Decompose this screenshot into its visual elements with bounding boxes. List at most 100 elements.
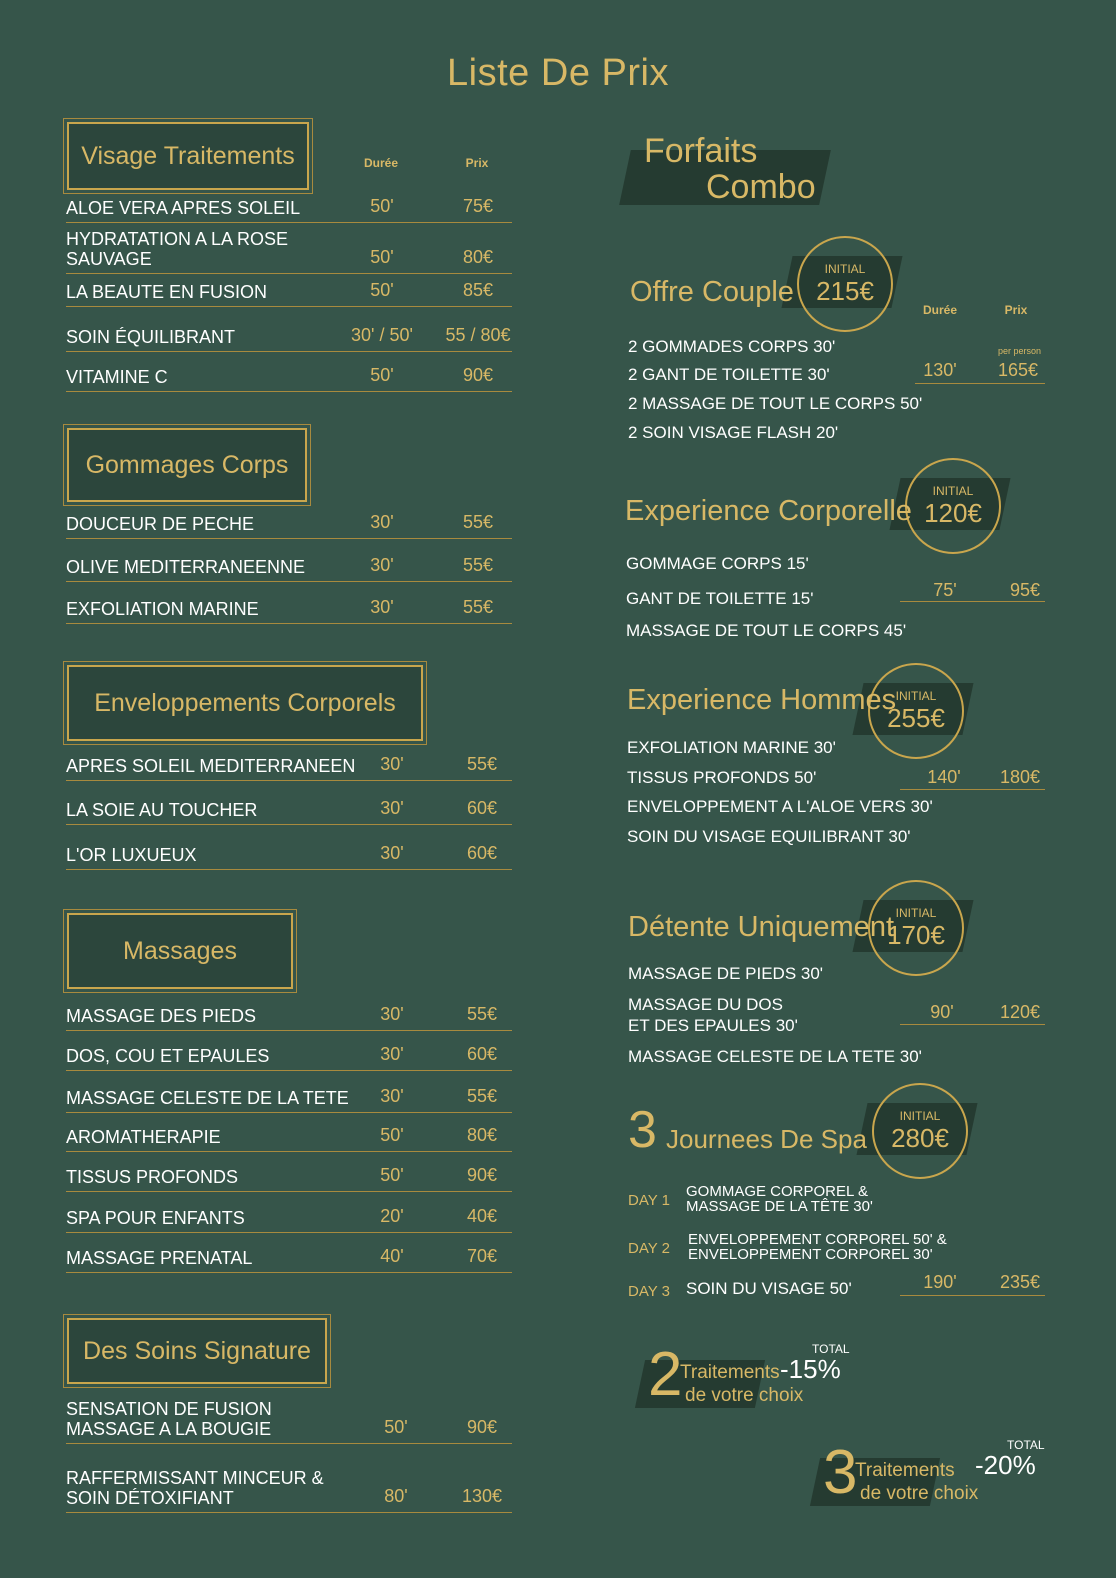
treatment-duration: 30'	[380, 1044, 404, 1064]
treatment-name: ALOE VERA APRES SOLEIL	[66, 198, 301, 218]
discount-total-label: TOTAL	[812, 1342, 850, 1356]
treatment-name: L'OR LUXUEUX	[66, 845, 197, 865]
day-label: DAY 1	[628, 1192, 670, 1209]
treatment-name: DOS, COU ET EPAULES	[66, 1046, 270, 1066]
package-title: Journees De Spa	[666, 1124, 867, 1154]
price-header: Prix	[1004, 303, 1028, 317]
treatment-name: EXFOLIATION MARINE	[66, 599, 259, 619]
package-title: Offre Couple	[630, 276, 794, 308]
discount-value: -15%	[780, 1354, 841, 1384]
discount-line2: de votre choix	[685, 1385, 804, 1406]
treatment-price: 55€	[462, 597, 494, 617]
initial-price-badge: INITIAL 215€	[797, 236, 893, 332]
treatment-price: 55€	[466, 1004, 498, 1024]
day-label: DAY 3	[628, 1283, 670, 1300]
package-item: MASSAGE DE TOUT LE CORPS 45'	[626, 621, 907, 640]
discount-value: -20%	[975, 1450, 1036, 1480]
treatment-name: SOIN ÉQUILIBRANT	[66, 327, 236, 347]
treatment-price: 55€	[466, 754, 498, 774]
package-divider	[900, 1295, 1045, 1296]
treatment-name: MASSAGE DES PIEDS	[66, 1006, 257, 1026]
treatment-name: AROMATHERAPIE	[66, 1127, 221, 1147]
treatment-price: 60€	[466, 798, 498, 818]
treatment-price: 55€	[462, 512, 494, 532]
badge-label: INITIAL	[932, 484, 974, 498]
badge-label: INITIAL	[895, 689, 937, 703]
package-item: GANT DE TOILETTE 15'	[626, 589, 814, 608]
day-treatment: SOIN DU VISAGE 50'	[686, 1279, 852, 1298]
treatment-price: 80€	[466, 1125, 498, 1145]
treatment-price: 90€	[466, 1165, 498, 1185]
package-item: 2 SOIN VISAGE FLASH 20'	[628, 423, 839, 442]
package-item: MASSAGE DU DOS	[628, 995, 783, 1014]
badge-label: INITIAL	[895, 906, 937, 920]
package-divider	[900, 789, 1045, 790]
treatment-duration: 50'	[370, 365, 394, 385]
package-item: SOIN DU VISAGE EQUILIBRANT 30'	[627, 827, 911, 846]
page-title: Liste De Prix	[447, 52, 669, 94]
package-price: 235€	[999, 1272, 1041, 1292]
treatment-name: DOUCEUR DE PECHE	[66, 514, 255, 534]
treatment-price: 85€	[462, 280, 494, 300]
section-header-box: Enveloppements Corporels	[67, 665, 423, 741]
treatment-name: APRES SOLEIL MEDITERRANEEN	[66, 756, 356, 776]
price-note: per person	[998, 346, 1042, 356]
badge-label: INITIAL	[899, 1109, 941, 1123]
package-divider	[900, 1024, 1045, 1025]
package-duration: 75'	[933, 580, 957, 600]
treatment-duration: 50'	[384, 1417, 408, 1437]
treatment-duration: 30'	[380, 754, 404, 774]
section-header-box: Visage Traitements	[67, 122, 309, 190]
treatment-duration: 40'	[380, 1246, 404, 1266]
treatment-duration: 30' / 50'	[351, 325, 413, 345]
package-item: ET DES EPAULES 30'	[628, 1016, 798, 1035]
treatment-duration: 30'	[370, 555, 394, 575]
price-row: EXFOLIATION MARINE 30' 55€	[66, 593, 512, 624]
package-duration: 130'	[923, 360, 957, 380]
badge-price: 120€	[924, 498, 982, 528]
package-item: GOMMAGE CORPS 15'	[626, 554, 809, 573]
package-duration: 90'	[930, 1002, 954, 1022]
treatment-price: 55 / 80€	[445, 325, 511, 345]
discount-number: 2	[648, 1340, 683, 1409]
initial-price-badge: INITIAL 170€	[868, 880, 964, 976]
treatment-name: HYDRATATION A LA ROSE SAUVAGE	[66, 229, 289, 269]
package-title: Détente Uniquement	[628, 911, 894, 943]
section-header-box: Massages	[67, 913, 293, 989]
day-treatment: ENVELOPPEMENT CORPOREL 50' &	[688, 1231, 947, 1248]
package-title: Experience Corporelle	[625, 495, 912, 527]
day-treatment: MASSAGE DE LA TÊTE 30'	[686, 1198, 873, 1215]
badge-price: 170€	[887, 920, 945, 950]
treatment-price: 70€	[466, 1246, 498, 1266]
treatment-name: SENSATION DE FUSION MASSAGE A LA BOUGIE	[66, 1399, 272, 1439]
package-price: 180€	[999, 767, 1041, 787]
treatment-duration: 50'	[370, 196, 394, 216]
treatment-duration: 30'	[380, 1004, 404, 1024]
treatment-duration: 30'	[370, 512, 394, 532]
treatment-duration: 30'	[380, 798, 404, 818]
treatment-duration: 50'	[380, 1165, 404, 1185]
badge-price: 215€	[816, 276, 874, 306]
package-item: 2 GANT DE TOILETTE 30'	[628, 365, 830, 384]
price-row: RAFFERMISSANT MINCEUR & SOIN DÉTOXIFIANT…	[66, 1462, 512, 1513]
package-duration: 190'	[923, 1272, 957, 1292]
price-row: LA SOIE AU TOUCHER 30' 60€	[66, 794, 512, 825]
duration-header: Durée	[922, 303, 958, 317]
discount-line1: Traitements	[680, 1362, 780, 1383]
package-divider	[900, 601, 1045, 602]
package-item: 2 MASSAGE DE TOUT LE CORPS 50'	[628, 394, 923, 413]
initial-price-badge: INITIAL 255€	[868, 663, 964, 759]
treatment-name: VITAMINE C	[66, 367, 168, 387]
treatment-name: MASSAGE CELESTE DE LA TETE	[66, 1088, 349, 1108]
price-row: VITAMINE C 50' 90€	[66, 361, 512, 392]
package-price: 120€	[999, 1002, 1041, 1022]
badge-label: INITIAL	[824, 262, 866, 276]
treatment-price: 40€	[466, 1206, 498, 1226]
package-item: 2 GOMMADES CORPS 30'	[628, 337, 836, 356]
package-duration: 140'	[927, 767, 961, 787]
duration-header: Durée	[363, 156, 399, 170]
treatment-price: 60€	[466, 843, 498, 863]
discount-line1: Traitements	[855, 1460, 955, 1481]
badge-price: 255€	[887, 703, 945, 733]
treatment-price: 90€	[462, 365, 494, 385]
